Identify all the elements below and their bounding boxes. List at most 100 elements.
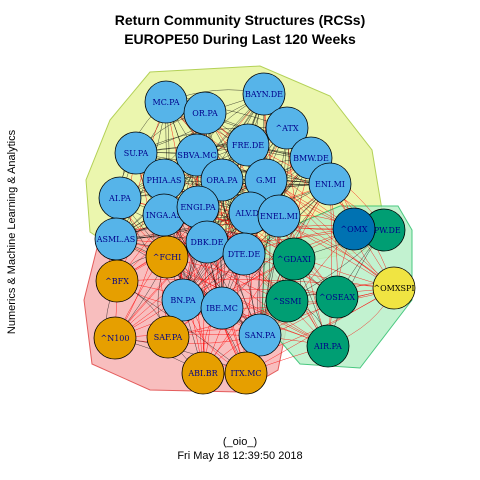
node-label: PHIA.AS xyxy=(146,176,181,185)
node-^FCHI: ^FCHI xyxy=(145,235,189,279)
node-label: BAYN.DE xyxy=(245,90,283,99)
node-circle xyxy=(272,237,316,281)
node-circle xyxy=(224,351,268,395)
node-label: ENI.MI xyxy=(315,180,345,189)
node-label: SU.PA xyxy=(124,149,149,158)
node-OR.PA: OR.PA xyxy=(183,91,227,135)
edge-^N100-AIR.PA xyxy=(114,333,329,347)
node-label: ^SSMI xyxy=(273,297,302,306)
node-circle xyxy=(146,315,190,359)
node-label: ^GDAXI xyxy=(277,255,311,264)
node-circle xyxy=(315,275,359,319)
node-ENEL.MI: ENEL.MI xyxy=(257,194,301,238)
edge-BAYN.DE-^BFX xyxy=(116,93,265,282)
node-label: SBVA.MC xyxy=(177,151,216,160)
node-circle xyxy=(114,131,158,175)
node-^GDAXI: ^GDAXI xyxy=(272,237,316,281)
node-label: ^FCHI xyxy=(153,253,182,262)
node-SU.PA: SU.PA xyxy=(114,131,158,175)
node-label: ^ATX xyxy=(275,124,298,133)
node-ASML.AS: ASML.AS xyxy=(94,217,138,261)
node-circle xyxy=(265,106,309,150)
node-circle xyxy=(308,162,352,206)
edge-ENI.MI-^N100 xyxy=(114,183,331,339)
node-circle xyxy=(238,313,282,357)
node-label: SAN.PA xyxy=(245,331,276,340)
node-FRE.DE: FRE.DE xyxy=(226,123,270,167)
node-label: ENEL.MI xyxy=(260,212,298,221)
node-label: G.MI xyxy=(256,176,276,185)
edge-SAF.PA-^OMX xyxy=(167,228,355,338)
node-circle xyxy=(226,123,270,167)
edge-OR.PA-^OMXSPI xyxy=(204,112,395,289)
node-label: IBE.MC xyxy=(206,304,238,313)
node-AI.PA: AI.PA xyxy=(98,176,142,220)
node-label: DTE.DE xyxy=(228,250,261,259)
node-label: AI.PA xyxy=(108,194,131,203)
edge-ENI.MI-ASML.AS xyxy=(115,183,331,240)
node-label: ^OSEAX xyxy=(319,293,355,302)
node-circle xyxy=(306,324,350,368)
chart-title-line1: Return Community Structures (RCSs) xyxy=(114,12,366,28)
node-circle xyxy=(145,235,189,279)
node-DBK.DE: DBK.DE xyxy=(185,220,229,264)
node-^BFX: ^BFX xyxy=(95,259,139,303)
node-circle xyxy=(257,194,301,238)
node-circle xyxy=(372,266,416,310)
node-label: OR.PA xyxy=(192,109,218,118)
edge-AI.PA-SAN.PA xyxy=(119,197,261,336)
node-label: MC.PA xyxy=(153,98,180,107)
node-label: BMW.DE xyxy=(293,154,329,163)
node-label: ASML.AS xyxy=(96,235,136,244)
node-label: DBK.DE xyxy=(190,238,223,247)
node-circle xyxy=(242,72,286,116)
node-SAF.PA: SAF.PA xyxy=(146,315,190,359)
node-circle xyxy=(95,259,139,303)
node-^OSEAX: ^OSEAX xyxy=(315,275,359,319)
node-^OMXSPI: ^OMXSPI xyxy=(372,266,416,310)
footer-timestamp: Fri May 18 12:39:50 2018 xyxy=(177,450,303,462)
node-^N100: ^N100 xyxy=(93,316,137,360)
node-label: ^BFX xyxy=(105,277,129,286)
node-ENI.MI: ENI.MI xyxy=(308,162,352,206)
node-ITX.MC: ITX.MC xyxy=(224,351,268,395)
node-label: AIR.PA xyxy=(313,342,342,351)
node-circle xyxy=(93,316,137,360)
node-label: DPW.DE xyxy=(367,226,401,235)
node-circle xyxy=(181,351,225,395)
node-BAYN.DE: BAYN.DE xyxy=(242,72,286,116)
node-circle xyxy=(265,279,309,323)
node-IBE.MC: IBE.MC xyxy=(200,286,244,330)
node-label: ^OMX xyxy=(340,225,367,234)
node-AIR.PA: AIR.PA xyxy=(306,324,350,368)
node-^OMX: ^OMX xyxy=(332,207,376,251)
node-circle xyxy=(200,286,244,330)
node-ABI.BR: ABI.BR xyxy=(181,351,225,395)
node-circle xyxy=(332,207,376,251)
node-circle xyxy=(183,91,227,135)
edge-^BFX-^OMXSPI xyxy=(116,278,395,289)
edge-ENI.MI-ABI.BR xyxy=(202,183,331,374)
node-MC.PA: MC.PA xyxy=(144,80,188,124)
node-label: BN.PA xyxy=(170,296,196,305)
node-label: ITX.MC xyxy=(230,369,261,378)
node-BN.PA: BN.PA xyxy=(161,278,205,322)
chart-title-line2: EUROPE50 During Last 120 Weeks xyxy=(124,31,356,47)
node-^SSMI: ^SSMI xyxy=(265,279,309,323)
node-SAN.PA: SAN.PA xyxy=(238,313,282,357)
node-layer: BAYN.DE MC.PA OR.PA ^ATX SU.PA SBVA.MC FRE.DE B… xyxy=(93,72,416,395)
node-label: ^N100 xyxy=(101,334,130,343)
side-label: Numerics & Machine Learning & Analytics xyxy=(6,129,18,335)
node-^ATX: ^ATX xyxy=(265,106,309,150)
node-label: ALV.DE xyxy=(234,209,264,218)
node-label: SAF.PA xyxy=(154,333,183,342)
footer-line1: (_oio_) xyxy=(222,436,258,448)
node-DTE.DE: DTE.DE xyxy=(222,232,266,276)
node-circle xyxy=(222,232,266,276)
node-label: ENGI.PA xyxy=(180,203,216,212)
node-label: ORA.PA xyxy=(206,176,238,185)
node-label: ^OMXSPI xyxy=(373,284,414,293)
node-label: FRE.DE xyxy=(232,141,264,150)
node-label: INGA.AS xyxy=(146,211,182,220)
